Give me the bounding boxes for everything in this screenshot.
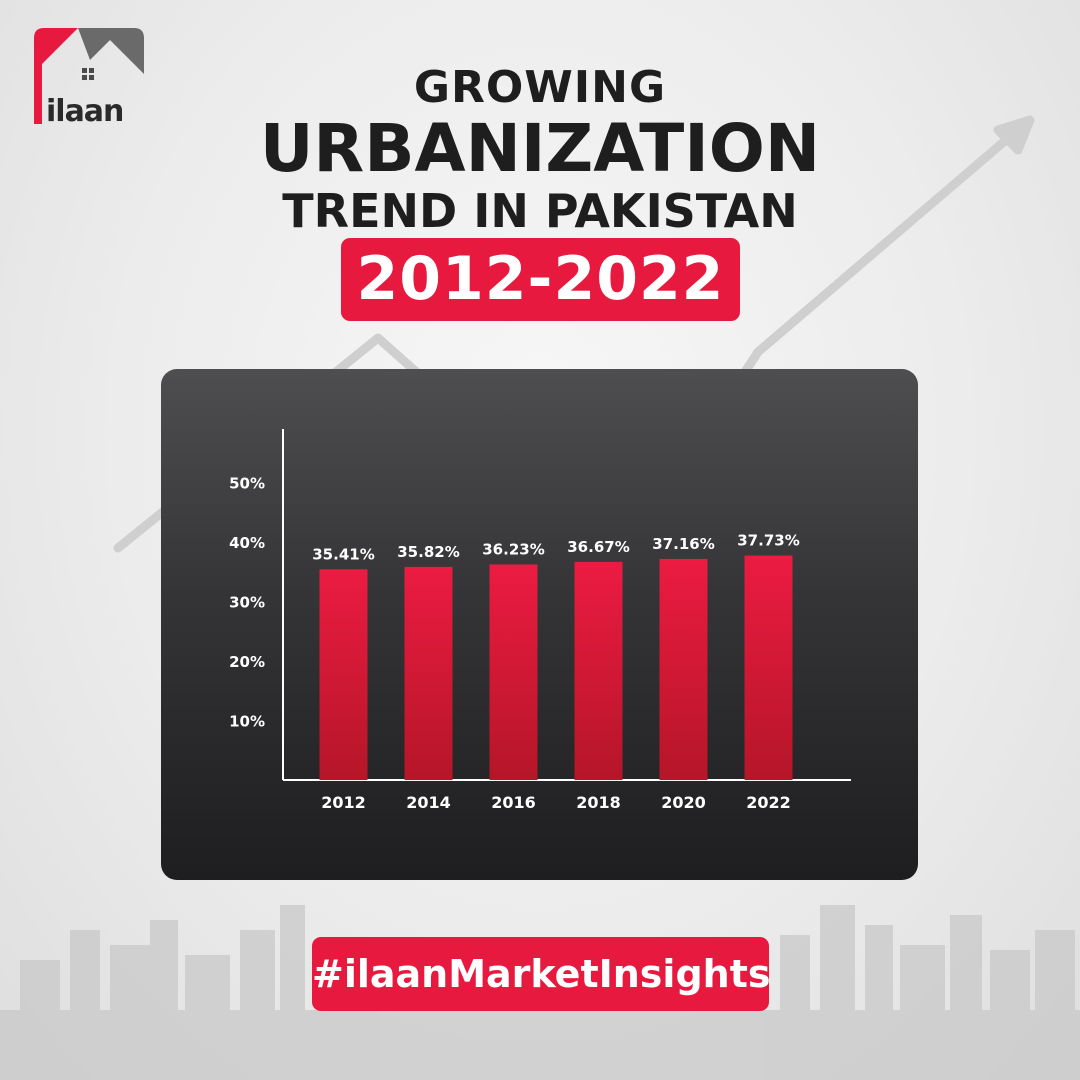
y-tick-label: 20% (229, 653, 265, 671)
bar-value-label: 37.73% (737, 532, 799, 550)
bar-value-label: 37.16% (652, 535, 714, 553)
bar-value-label: 36.67% (567, 538, 629, 556)
bar (489, 564, 538, 780)
bar (404, 566, 453, 780)
bar (659, 558, 708, 780)
y-tick-label: 10% (229, 713, 265, 731)
x-tick-label: 2014 (406, 793, 451, 812)
bar (574, 561, 623, 780)
x-tick-label: 2016 (491, 793, 536, 812)
bar (744, 555, 793, 780)
title-line-2: URBANIZATION (259, 110, 821, 187)
logo-red-roof-shape (34, 28, 78, 124)
x-tick-label: 2012 (321, 793, 366, 812)
city-skyline-decoration (0, 905, 1080, 1080)
x-tick-label: 2020 (661, 793, 706, 812)
hashtag-badge: #ilaanMarketInsights (312, 937, 771, 1011)
bar-value-label: 36.23% (482, 540, 544, 558)
urbanization-bar-chart: 10% 20% 30% 40% 50% 35.41% 2012 35.82% 2014 36.23… (229, 429, 851, 812)
logo-grey-roof-shape (78, 28, 144, 74)
logo-window-icon (82, 68, 87, 73)
y-tick-label: 30% (229, 594, 265, 612)
ilaan-logo (34, 28, 144, 124)
x-tick-label: 2022 (746, 793, 791, 812)
logo-wordmark: ilaan (46, 94, 124, 129)
year-range-badge: 2012-2022 (341, 238, 740, 321)
bar-value-label: 35.82% (397, 543, 459, 561)
y-tick-label: 50% (229, 475, 265, 493)
x-tick-label: 2018 (576, 793, 621, 812)
title-line-3: TREND IN PAKISTAN (282, 184, 798, 238)
y-tick-label: 40% (229, 534, 265, 552)
title-line-1: GROWING (413, 62, 667, 113)
bar (319, 569, 368, 780)
bar-value-label: 35.41% (312, 545, 374, 563)
